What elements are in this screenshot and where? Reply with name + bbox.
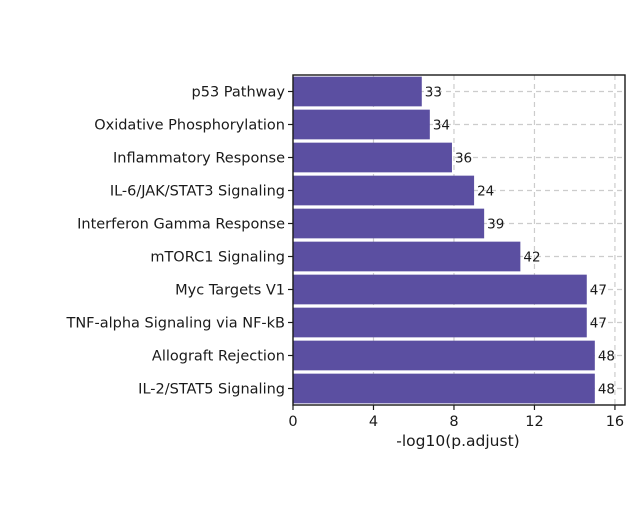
bars (293, 76, 595, 404)
bar (293, 373, 595, 404)
bar (293, 76, 422, 107)
category-label: IL-2/STAT5 Signaling (138, 382, 285, 398)
bar (293, 175, 475, 206)
category-label: mTORC1 Signaling (150, 250, 285, 266)
category-label: p53 Pathway (192, 85, 286, 101)
bar (293, 307, 587, 338)
category-label: IL-6/JAK/STAT3 Signaling (110, 184, 285, 200)
bar-value-label: 48 (598, 349, 615, 365)
bar-labels: 33 34 36 24 39 42 47 47 48 48 (425, 85, 615, 398)
category-labels: p53 Pathway Oxidative Phosphorylation Infl… (65, 85, 285, 398)
bar-value-label: 47 (590, 316, 607, 332)
category-label: Interferon Gamma Response (77, 217, 285, 233)
bar-value-label: 34 (433, 118, 450, 134)
bar-value-label: 36 (455, 151, 472, 167)
bar-value-label: 47 (590, 283, 607, 299)
bar (293, 340, 595, 371)
category-label: Oxidative Phosphorylation (94, 118, 285, 134)
category-label: Myc Targets V1 (175, 283, 285, 299)
category-label: TNF-alpha Signaling via NF-kB (65, 316, 285, 332)
category-label: Inflammatory Response (113, 151, 285, 167)
x-tick-label: 4 (369, 414, 378, 430)
x-tick-label: 16 (606, 414, 624, 430)
category-label: Allograft Rejection (152, 349, 285, 365)
bar (293, 274, 587, 305)
bar-value-label: 42 (523, 250, 540, 266)
bar-value-label: 24 (477, 184, 494, 200)
x-tick-label: 8 (449, 414, 458, 430)
plot-border (292, 74, 626, 406)
x-tick-label: 12 (525, 414, 543, 430)
axes: 0 4 8 12 16 (288, 74, 626, 430)
bar-value-label: 39 (487, 217, 504, 233)
bar-value-label: 33 (425, 85, 442, 101)
bar (293, 241, 521, 272)
bar (293, 208, 485, 239)
x-axis-title: -log10(p.adjust) (396, 432, 519, 450)
bar (293, 109, 430, 140)
bar (293, 142, 452, 173)
bar-value-label: 48 (598, 382, 615, 398)
x-tick-label: 0 (288, 414, 297, 430)
